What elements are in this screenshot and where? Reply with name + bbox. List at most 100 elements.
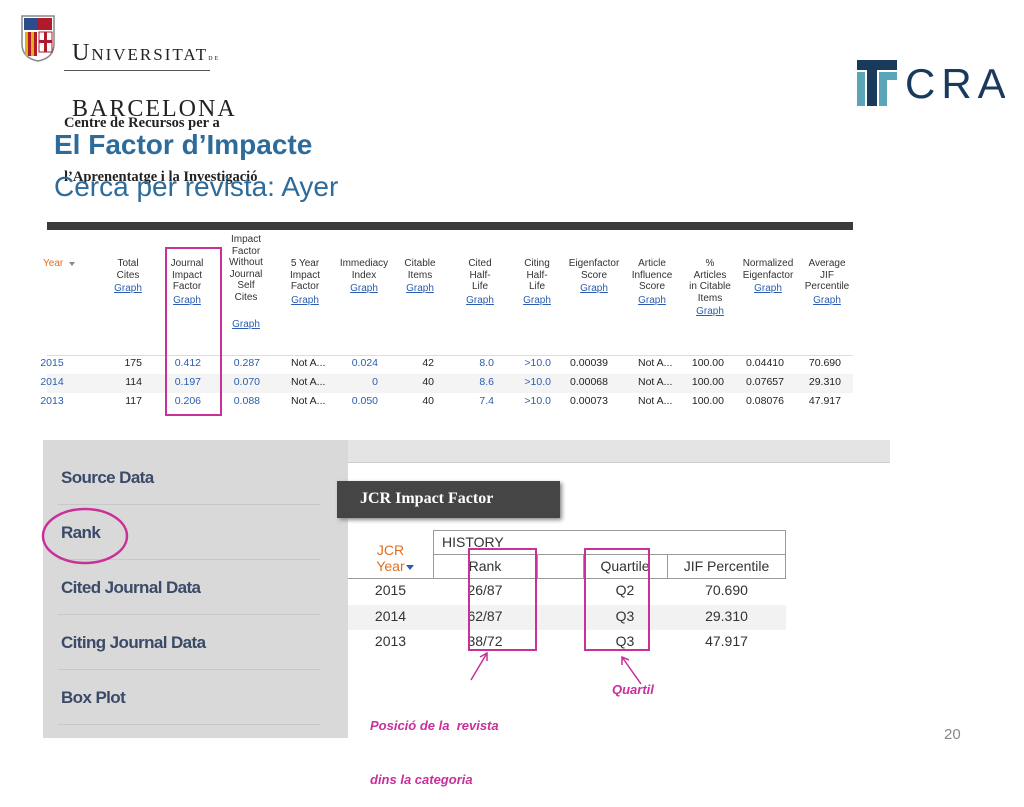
header-line: Normalized <box>742 258 794 269</box>
border <box>433 530 786 531</box>
cell: 0.287 <box>233 357 260 369</box>
cell: 100.00 <box>691 376 724 388</box>
title: El Factor d’Impacte <box>54 129 313 160</box>
header-line: Factor <box>172 281 202 292</box>
header-line: Life <box>471 281 489 292</box>
sort-arrow <box>69 262 75 266</box>
graph-link[interactable]: Graph <box>638 294 666 306</box>
cell: Not A... <box>291 376 326 388</box>
graph-link[interactable]: Graph <box>173 294 201 306</box>
annotation: Posició de la revista dins la categoria <box>370 681 499 807</box>
centre-line: l’Aprenentatge i la Investigació <box>64 169 258 185</box>
cell: 0.050 <box>351 395 378 407</box>
cell: 175 <box>124 357 142 369</box>
graph-link[interactable]: Graph <box>580 283 608 294</box>
tab: JCR Impact Factor <box>337 481 560 518</box>
header-line: % <box>705 258 715 269</box>
city: Barcelona <box>72 96 237 122</box>
column-header: Quartile <box>600 558 650 574</box>
cell: 0 <box>372 376 378 388</box>
header-line: Journal <box>170 258 204 269</box>
cell: 114 <box>125 376 142 388</box>
header-line: Half- <box>526 269 548 281</box>
header-line: Citable <box>404 258 436 269</box>
cell: 0.08076 <box>746 395 784 407</box>
cell: 117 <box>125 395 142 407</box>
graph-link[interactable]: Graph <box>696 306 724 317</box>
sort-arrow <box>406 565 414 570</box>
row-bg <box>348 604 786 630</box>
header-line: Year <box>376 558 405 574</box>
graph-link[interactable]: Graph <box>523 294 551 306</box>
column-header: Normalized Eigenfactor Graph <box>740 258 796 295</box>
graph-link[interactable]: Graph <box>813 294 841 306</box>
header-line: Eigenfactor <box>742 269 794 281</box>
cell: 0.206 <box>174 395 201 407</box>
cell: 8.6 <box>479 376 494 388</box>
sidebar-item[interactable]: Cited Journal Data <box>61 578 201 597</box>
border <box>537 555 538 578</box>
header-line: Index <box>351 269 377 281</box>
cell: 0.024 <box>351 357 378 369</box>
centre-line: Centre de Recursos per a <box>64 115 220 131</box>
header-line: Life <box>528 281 546 292</box>
cell: Not A... <box>291 357 326 369</box>
header-line: Factor <box>290 281 320 292</box>
separator <box>58 614 320 615</box>
sidebar-item[interactable]: Box Plot <box>61 688 126 707</box>
graph-link[interactable]: Graph <box>114 283 142 294</box>
cell: 40 <box>422 376 434 388</box>
sidebar-item[interactable]: Citing Journal Data <box>61 633 206 652</box>
crai-logo: CRAI <box>857 60 1005 107</box>
separator <box>58 504 320 505</box>
cell: 42 <box>422 357 434 369</box>
header-line: Half- <box>469 269 491 281</box>
cell: 62/87 <box>467 607 503 624</box>
column-header: Year <box>35 258 95 270</box>
graph-link[interactable]: Graph <box>466 294 494 306</box>
sidebar-item[interactable]: Source Data <box>61 468 154 487</box>
graph-link[interactable]: Graph <box>350 283 378 294</box>
graph-link[interactable]: Graph <box>232 319 260 330</box>
cell: Not A... <box>638 395 673 407</box>
cell: 2015 <box>40 357 64 369</box>
column-header: % Articles in Citable Items Graph <box>680 258 740 318</box>
column-header: Article Influence Score Graph <box>622 258 682 306</box>
sidebar-item[interactable]: Rank <box>61 523 101 542</box>
column-header: Journal Impact Factor Graph <box>157 258 217 306</box>
column-header: Total Cites Graph <box>98 258 158 295</box>
cell: Q2 <box>615 582 635 598</box>
header-line: Percentile <box>804 281 850 292</box>
cell: 29.310 <box>808 376 841 388</box>
annotations-svg <box>41 507 642 685</box>
cell: 0.00073 <box>570 395 608 407</box>
cell: 47.917 <box>808 395 841 407</box>
header-line: Score <box>638 281 666 292</box>
highlight-box <box>468 548 537 651</box>
rule <box>64 70 210 71</box>
cell: 2013 <box>40 395 64 407</box>
cell: Q3 <box>615 633 635 649</box>
cell: 0.412 <box>174 357 201 369</box>
header-line: Items <box>407 269 433 281</box>
sidebar: Source Data Rank Cited Journal Data Citing … <box>43 440 348 738</box>
column-header: Rank <box>468 558 502 574</box>
cell: 70.690 <box>808 357 841 369</box>
header-line: Citing <box>524 258 550 269</box>
graph-link[interactable]: Graph <box>754 283 782 294</box>
column-header: Cited Half- Life Graph <box>450 258 510 306</box>
graph-link[interactable]: Graph <box>291 294 319 306</box>
header-line: Immediacy <box>339 258 389 269</box>
cell: 2013 <box>374 633 407 649</box>
header-line: Score <box>580 269 608 281</box>
column-header: Citing Half- Life Graph <box>507 258 567 306</box>
cell: 2014 <box>40 376 64 388</box>
column-header: JIF Percentile <box>683 558 770 574</box>
page-number: 20 <box>944 726 961 743</box>
university: Universitat <box>72 40 209 66</box>
cell: 0.00039 <box>570 357 608 369</box>
graph-link[interactable]: Graph <box>406 283 434 294</box>
header-line: Impact <box>230 234 261 245</box>
cell: 100.00 <box>691 357 724 369</box>
column-header: Average JIF Percentile Graph <box>797 258 857 306</box>
